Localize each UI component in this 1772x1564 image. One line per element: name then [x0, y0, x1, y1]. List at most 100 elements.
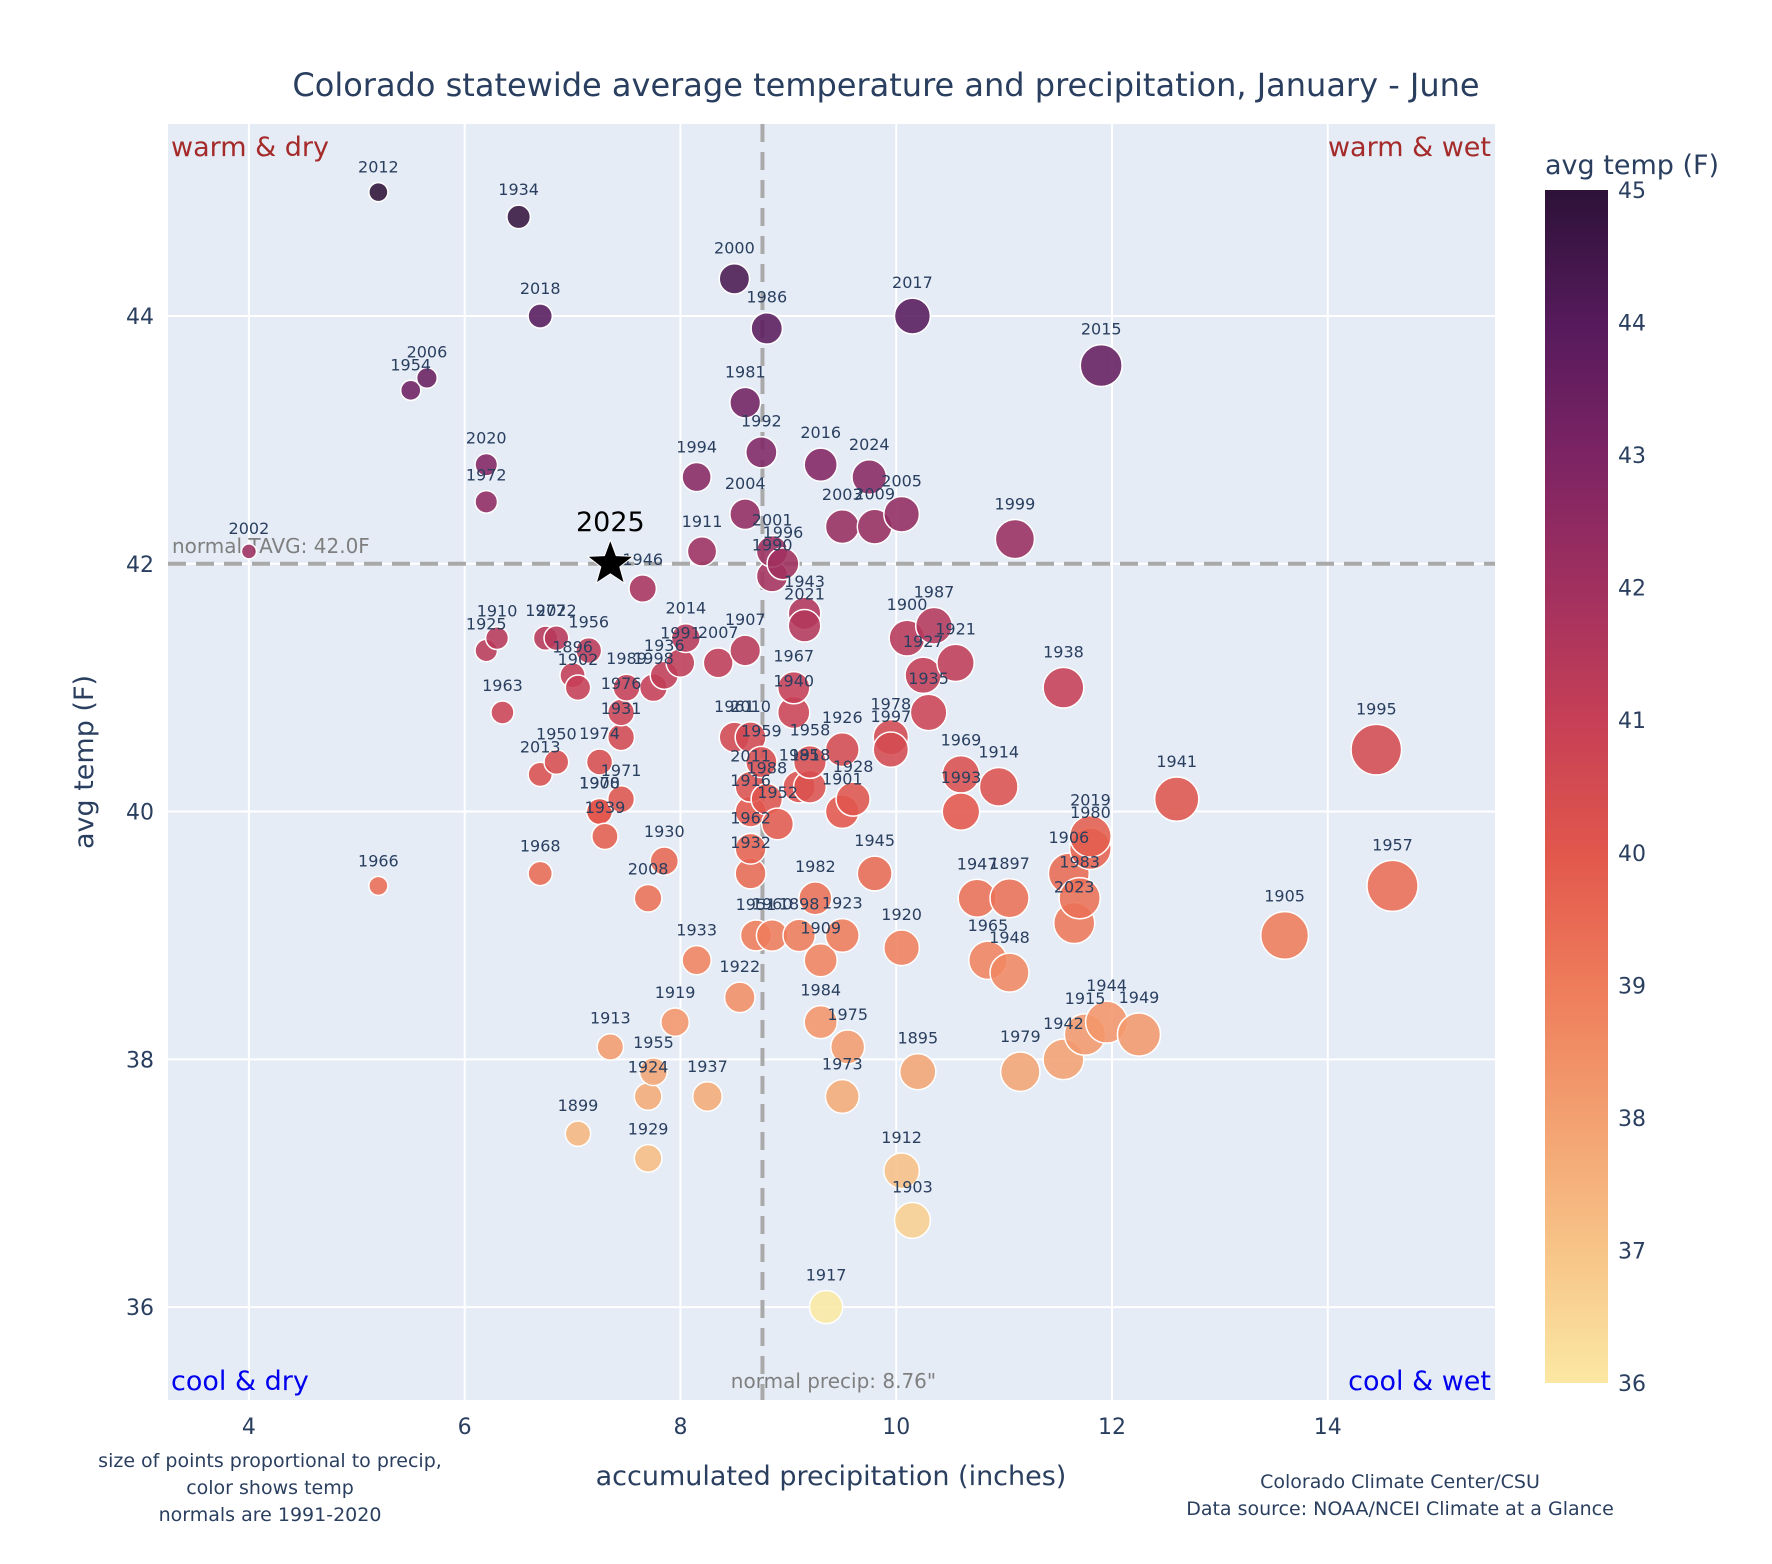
data-point: [575, 636, 603, 665]
point-year-label: 1926: [822, 708, 863, 727]
data-point: [718, 262, 751, 295]
point-year-label: 1932: [730, 833, 771, 852]
data-point: [1068, 814, 1112, 858]
data-point: [999, 1051, 1041, 1093]
point-year-label: 1908: [579, 774, 620, 793]
data-point: [633, 1081, 663, 1112]
point-year-label: 1978: [870, 695, 911, 714]
data-point: [686, 536, 718, 567]
footnote-left-line: size of points proportional to precip,: [98, 1450, 442, 1472]
data-point: [368, 875, 389, 897]
y-tick-label: 38: [126, 1048, 154, 1073]
normal-temp-label: normal TAVG: 42.0F: [172, 534, 370, 558]
point-year-label: 1920: [881, 905, 922, 924]
x-tick-label: 8: [673, 1415, 687, 1440]
point-year-label: 1921: [935, 619, 976, 638]
point-year-label: 1981: [725, 362, 766, 381]
data-point: [1042, 666, 1085, 709]
point-year-label: 1905: [1264, 887, 1305, 906]
point-year-label: 1951: [736, 895, 777, 914]
point-year-label: 1968: [520, 836, 561, 855]
colorbar-ticks: 36 37 38 39 40 41 42 43 44 45: [1618, 179, 1646, 1397]
data-point: [899, 1052, 937, 1091]
data-point: [506, 204, 532, 230]
point-year-label: 2003: [822, 485, 863, 504]
point-year-label: 1993: [941, 768, 982, 787]
data-point: [484, 625, 510, 651]
colorbar-title: avg temp (F): [1545, 150, 1719, 181]
point-year-label: 1918: [790, 745, 831, 764]
data-point: [1350, 723, 1403, 776]
data-point: [415, 366, 438, 390]
data-point: [829, 1029, 866, 1065]
point-year-label: 1922: [719, 957, 760, 976]
colorbar-tick-label: 43: [1618, 444, 1646, 469]
point-year-label: 1967: [773, 647, 814, 666]
point-year-label: 1917: [806, 1265, 847, 1284]
point-year-label: 1935: [908, 669, 949, 688]
data-point: [474, 452, 499, 477]
point-year-label: 1923: [822, 894, 863, 913]
point-year-label: 2015: [1081, 320, 1122, 339]
point-year-label: 2022: [536, 601, 577, 620]
point-year-label: 1948: [989, 928, 1030, 947]
point-year-label: 1982: [795, 857, 836, 876]
data-point: [723, 981, 756, 1014]
data-point: [835, 781, 871, 817]
point-year-label: 1941: [1156, 752, 1197, 771]
point-year-label: 1963: [482, 676, 523, 695]
point-year-label: 1949: [1119, 988, 1160, 1007]
point-year-label: 1952: [757, 783, 798, 802]
point-year-label: 1939: [585, 798, 626, 817]
data-point: [883, 495, 921, 533]
point-year-label: 1950: [536, 725, 577, 744]
point-year-label: 1965: [968, 916, 1009, 935]
point-year-label: 1901: [822, 770, 863, 789]
point-year-label: 2005: [881, 471, 922, 490]
data-point: [691, 1081, 723, 1112]
data-point: [681, 944, 712, 976]
data-points: [240, 181, 1419, 1325]
data-point: [591, 822, 619, 851]
point-year-label: 2010: [730, 697, 771, 716]
point-year-label: 1985: [779, 746, 820, 765]
point-year-label: 1919: [655, 983, 696, 1002]
point-year-label: 1959: [741, 721, 782, 740]
data-point: [760, 807, 795, 841]
point-year-label: 1903: [892, 1177, 933, 1196]
data-point: [474, 489, 499, 514]
data-point: [824, 732, 860, 768]
point-year-label: 1900: [887, 595, 928, 614]
x-axis-ticks: 4 6 8 10 12 14: [242, 1415, 1342, 1440]
point-year-label: 2012: [358, 158, 399, 177]
data-point: [1366, 859, 1419, 913]
point-year-label: 2007: [698, 623, 739, 642]
point-year-label: 1974: [579, 724, 620, 743]
point-year-label: 1972: [466, 466, 507, 485]
data-point: [729, 498, 762, 531]
data-point: [1260, 910, 1310, 961]
data-point: [1058, 876, 1101, 920]
point-year-label: 1960: [752, 895, 793, 914]
point-year-label: 1928: [833, 757, 874, 776]
point-year-label: 1915: [1065, 989, 1106, 1008]
data-point: [527, 860, 554, 887]
data-point: [936, 643, 975, 683]
quadrant-top-left-label: warm & dry: [171, 132, 329, 163]
footnote-left-line: normals are 1991-2020: [158, 1504, 382, 1526]
point-year-label: 1961: [714, 697, 755, 716]
data-point: [989, 952, 1030, 993]
point-year-label: 1933: [676, 921, 717, 940]
data-point: [399, 379, 422, 402]
data-point: [893, 1201, 932, 1240]
colorbar-tick-label: 44: [1618, 312, 1646, 337]
point-year-label: 1977: [525, 601, 566, 620]
point-year-label: 1962: [730, 808, 771, 827]
data-point: [670, 622, 701, 654]
x-tick-label: 14: [1314, 1415, 1342, 1440]
footnote-right-line: Data source: NOAA/NCEI Climate at a Glan…: [1186, 1498, 1614, 1520]
y-tick-label: 42: [126, 553, 154, 578]
data-point: [994, 518, 1036, 560]
